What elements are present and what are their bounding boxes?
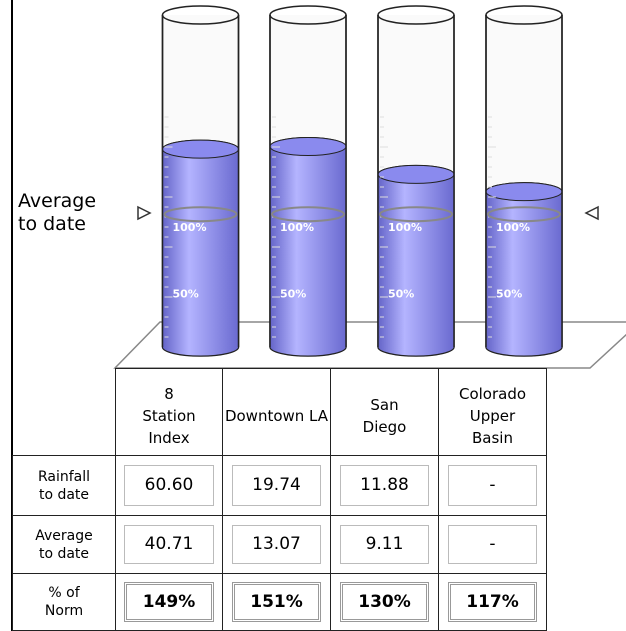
table-cell: 149% [115, 573, 223, 631]
column-header: Colorado Upper Basin [438, 368, 547, 456]
level-ring [163, 206, 238, 223]
row-label: Rainfall to date [12, 455, 116, 516]
row-label: % of Norm [12, 573, 116, 631]
y-tick-label: 100% [280, 221, 314, 234]
column-header: San Diego [330, 368, 439, 456]
table-cell: 13.07 [222, 515, 331, 574]
cell-value: 40.71 [124, 524, 214, 565]
column-header: 8 Station Index [115, 368, 223, 456]
cell-value: 19.74 [231, 464, 322, 507]
y-tick-label: 50% [280, 288, 306, 301]
liquid [377, 164, 455, 357]
liquid [162, 139, 239, 357]
table-cell: - [438, 455, 547, 516]
table-cell: 40.71 [115, 515, 223, 574]
liquid-top [377, 164, 455, 184]
y-tick-label: 100% [388, 221, 422, 234]
value-label: 151% [231, 582, 322, 622]
table-cell: 11.88 [330, 455, 439, 516]
cell-value: - [447, 464, 538, 507]
table-cell: 19.74 [222, 455, 331, 516]
cell-value: 11.88 [339, 464, 430, 507]
liquid-top [162, 139, 239, 159]
value-label: 149% [124, 582, 214, 622]
annotation: Average to date [18, 190, 97, 235]
table-cell: 130% [330, 573, 439, 631]
row-label: Average to date [12, 515, 116, 574]
liquid-top [485, 182, 563, 202]
liquid-top [269, 136, 347, 156]
level-ring [271, 206, 345, 223]
y-tick-label: 50% [388, 288, 414, 301]
table-cell: 151% [222, 573, 331, 631]
liquid [269, 136, 347, 357]
table-cell: - [438, 515, 547, 574]
column-header: Downtown LA [222, 368, 331, 456]
cell-value: 9.11 [339, 524, 430, 565]
table-cell: 9.11 [330, 515, 439, 574]
value-label: 117% [447, 582, 538, 622]
cell-value: 60.60 [124, 464, 214, 507]
table-cell: 60.60 [115, 455, 223, 516]
level-ring [379, 206, 453, 223]
y-tick-label: 100% [173, 221, 207, 234]
level-ring [487, 206, 561, 223]
y-tick-label: 50% [173, 288, 199, 301]
table-cell: 117% [438, 573, 547, 631]
y-tick-label: 50% [496, 288, 522, 301]
value-label: 130% [339, 582, 430, 622]
cell-value: 13.07 [231, 524, 322, 565]
cell-value: - [447, 524, 538, 565]
y-tick-label: 100% [496, 221, 530, 234]
